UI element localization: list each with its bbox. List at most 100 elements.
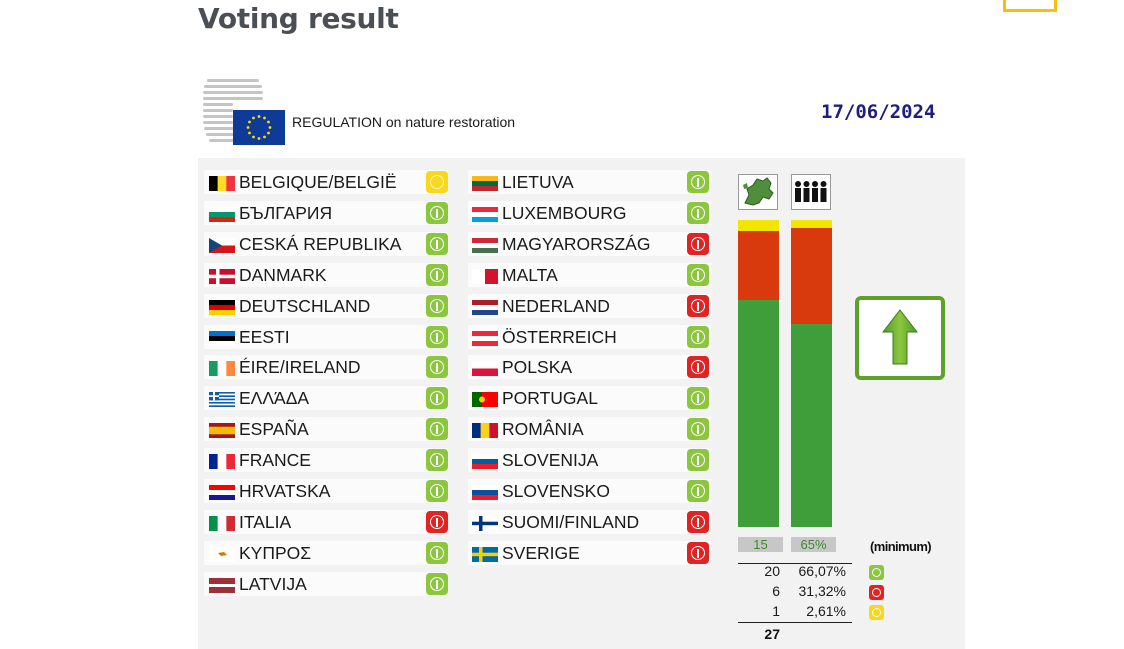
vote-yes-icon [426,201,448,224]
country-row: MALTA [468,262,711,287]
bar-segment-no [738,231,779,301]
flag-ro-icon [472,423,499,439]
flag-se-icon [472,546,498,562]
country-row: ΚΥΠΡΟΣ [204,540,448,565]
bar-segment-abstain [791,220,832,229]
bar-segment-yes [791,324,832,528]
country-name: MAGYARORSZÁG [502,233,651,254]
vote-yes-icon [426,449,448,472]
vote-yes-icon [426,232,448,255]
country-name: EESTI [239,326,290,347]
threshold-population: 65% [791,537,836,552]
tally-total: 27 [764,626,780,642]
vote-yes-icon [687,201,709,224]
flag-si-icon [472,454,498,470]
flag-lt-icon [472,176,498,192]
country-row: LUXEMBOURG [468,200,711,225]
flag-be-icon [209,176,236,191]
flag-lv-icon [209,577,235,593]
vote-no-icon [687,294,709,317]
country-name: PORTUGAL [502,388,598,409]
close-button[interactable] [1003,0,1057,12]
vote-yes-icon [426,541,448,564]
vote-yes-icon [426,325,448,348]
country-name: ΕΛΛΆΔΑ [239,388,310,409]
threshold-member-states: 15 [738,537,783,552]
flag-bg-icon [209,206,235,223]
flag-fr-icon [209,454,236,470]
bar-segment-yes [738,299,779,528]
country-row: POLSKA [468,355,711,380]
tally-count: 1 [772,603,780,619]
flag-lu-icon [472,206,498,223]
vote-yes-icon [426,480,448,502]
country-row: ESPAÑA [204,417,448,442]
country-row: SLOVENSKO [468,479,711,503]
country-row: ÉIRE/IRELAND [204,355,448,380]
country-name: SLOVENSKO [502,481,610,501]
country-name: SUOMI/FINLAND [502,511,640,532]
country-row: LATVIJA [204,571,448,596]
vote-yes-icon [687,171,709,193]
country-name: HRVATSKA [239,481,331,501]
vote-no-icon [687,232,709,255]
vote-yes-icon [426,418,448,441]
country-row: SUOMI/FINLAND [468,509,711,534]
country-row: ΕΛΛΆΔΑ [204,386,448,411]
flag-gr-icon [209,392,235,408]
country-name: POLSKA [502,357,573,378]
country-row: SVERIGE [468,540,711,565]
country-row: DANMARK [204,262,448,287]
tally-count: 6 [772,583,780,599]
vote-yes-icon [687,449,709,472]
tally-percent: 2,61% [806,603,846,619]
country-row: ROMÂNIA [468,417,711,442]
country-row: BELGIQUE/BELGIË [204,170,448,194]
flag-hu-icon [472,237,498,253]
tally-bottom-rule [738,622,852,623]
country-name: LUXEMBOURG [502,202,627,223]
vote-yes-icon [426,263,448,286]
vote-date: 17/06/2024 [821,101,936,123]
country-name: ΚΥΠΡΟΣ [239,542,312,563]
flag-de-icon [209,299,235,315]
country-row: LIETUVA [468,170,711,194]
tally-percent: 31,32% [798,583,846,599]
page-title: Voting result [198,2,399,35]
document-title: REGULATION on nature restoration [292,114,516,130]
eu-flag-icon [233,110,285,145]
country-name: NEDERLAND [502,295,610,316]
country-name: БЪЛГАРИЯ [239,202,333,223]
tally-percent: 66,07% [798,563,846,579]
flag-pl-icon [472,361,498,377]
country-name: ÉIRE/IRELAND [239,357,361,378]
tally-row: 1 2,61% [738,603,888,623]
vote-yes-icon [426,294,448,317]
bar-member-states [738,220,779,528]
tally-row: 20 66,07% [738,563,888,583]
vote-abstain-icon [869,605,884,620]
flag-sk-icon [472,485,498,501]
country-row: ÖSTERREICH [468,324,711,349]
country-row: PORTUGAL [468,386,711,411]
country-row: ITALIA [204,509,448,534]
vote-yes-icon [687,480,709,502]
flag-nl-icon [472,299,498,315]
vote-abstain-icon [426,171,448,193]
country-name: LIETUVA [502,172,574,192]
flag-ie-icon [209,361,236,377]
country-name: ESPAÑA [239,419,309,440]
country-name: FRANCE [239,450,311,471]
vote-yes-icon [426,356,448,379]
result-arrow-up-icon [855,296,945,380]
bar-population [791,220,832,528]
country-name: CESKÁ REPUBLIKA [239,233,402,254]
eu-map-icon [738,174,778,210]
vote-yes-icon [426,572,448,595]
bar-segment-no [791,228,832,325]
flag-cy-icon [209,546,235,562]
country-row: FRANCE [204,448,448,473]
country-name: ÖSTERREICH [502,326,617,347]
country-name: SVERIGE [502,542,580,563]
vote-no-icon [687,541,709,564]
